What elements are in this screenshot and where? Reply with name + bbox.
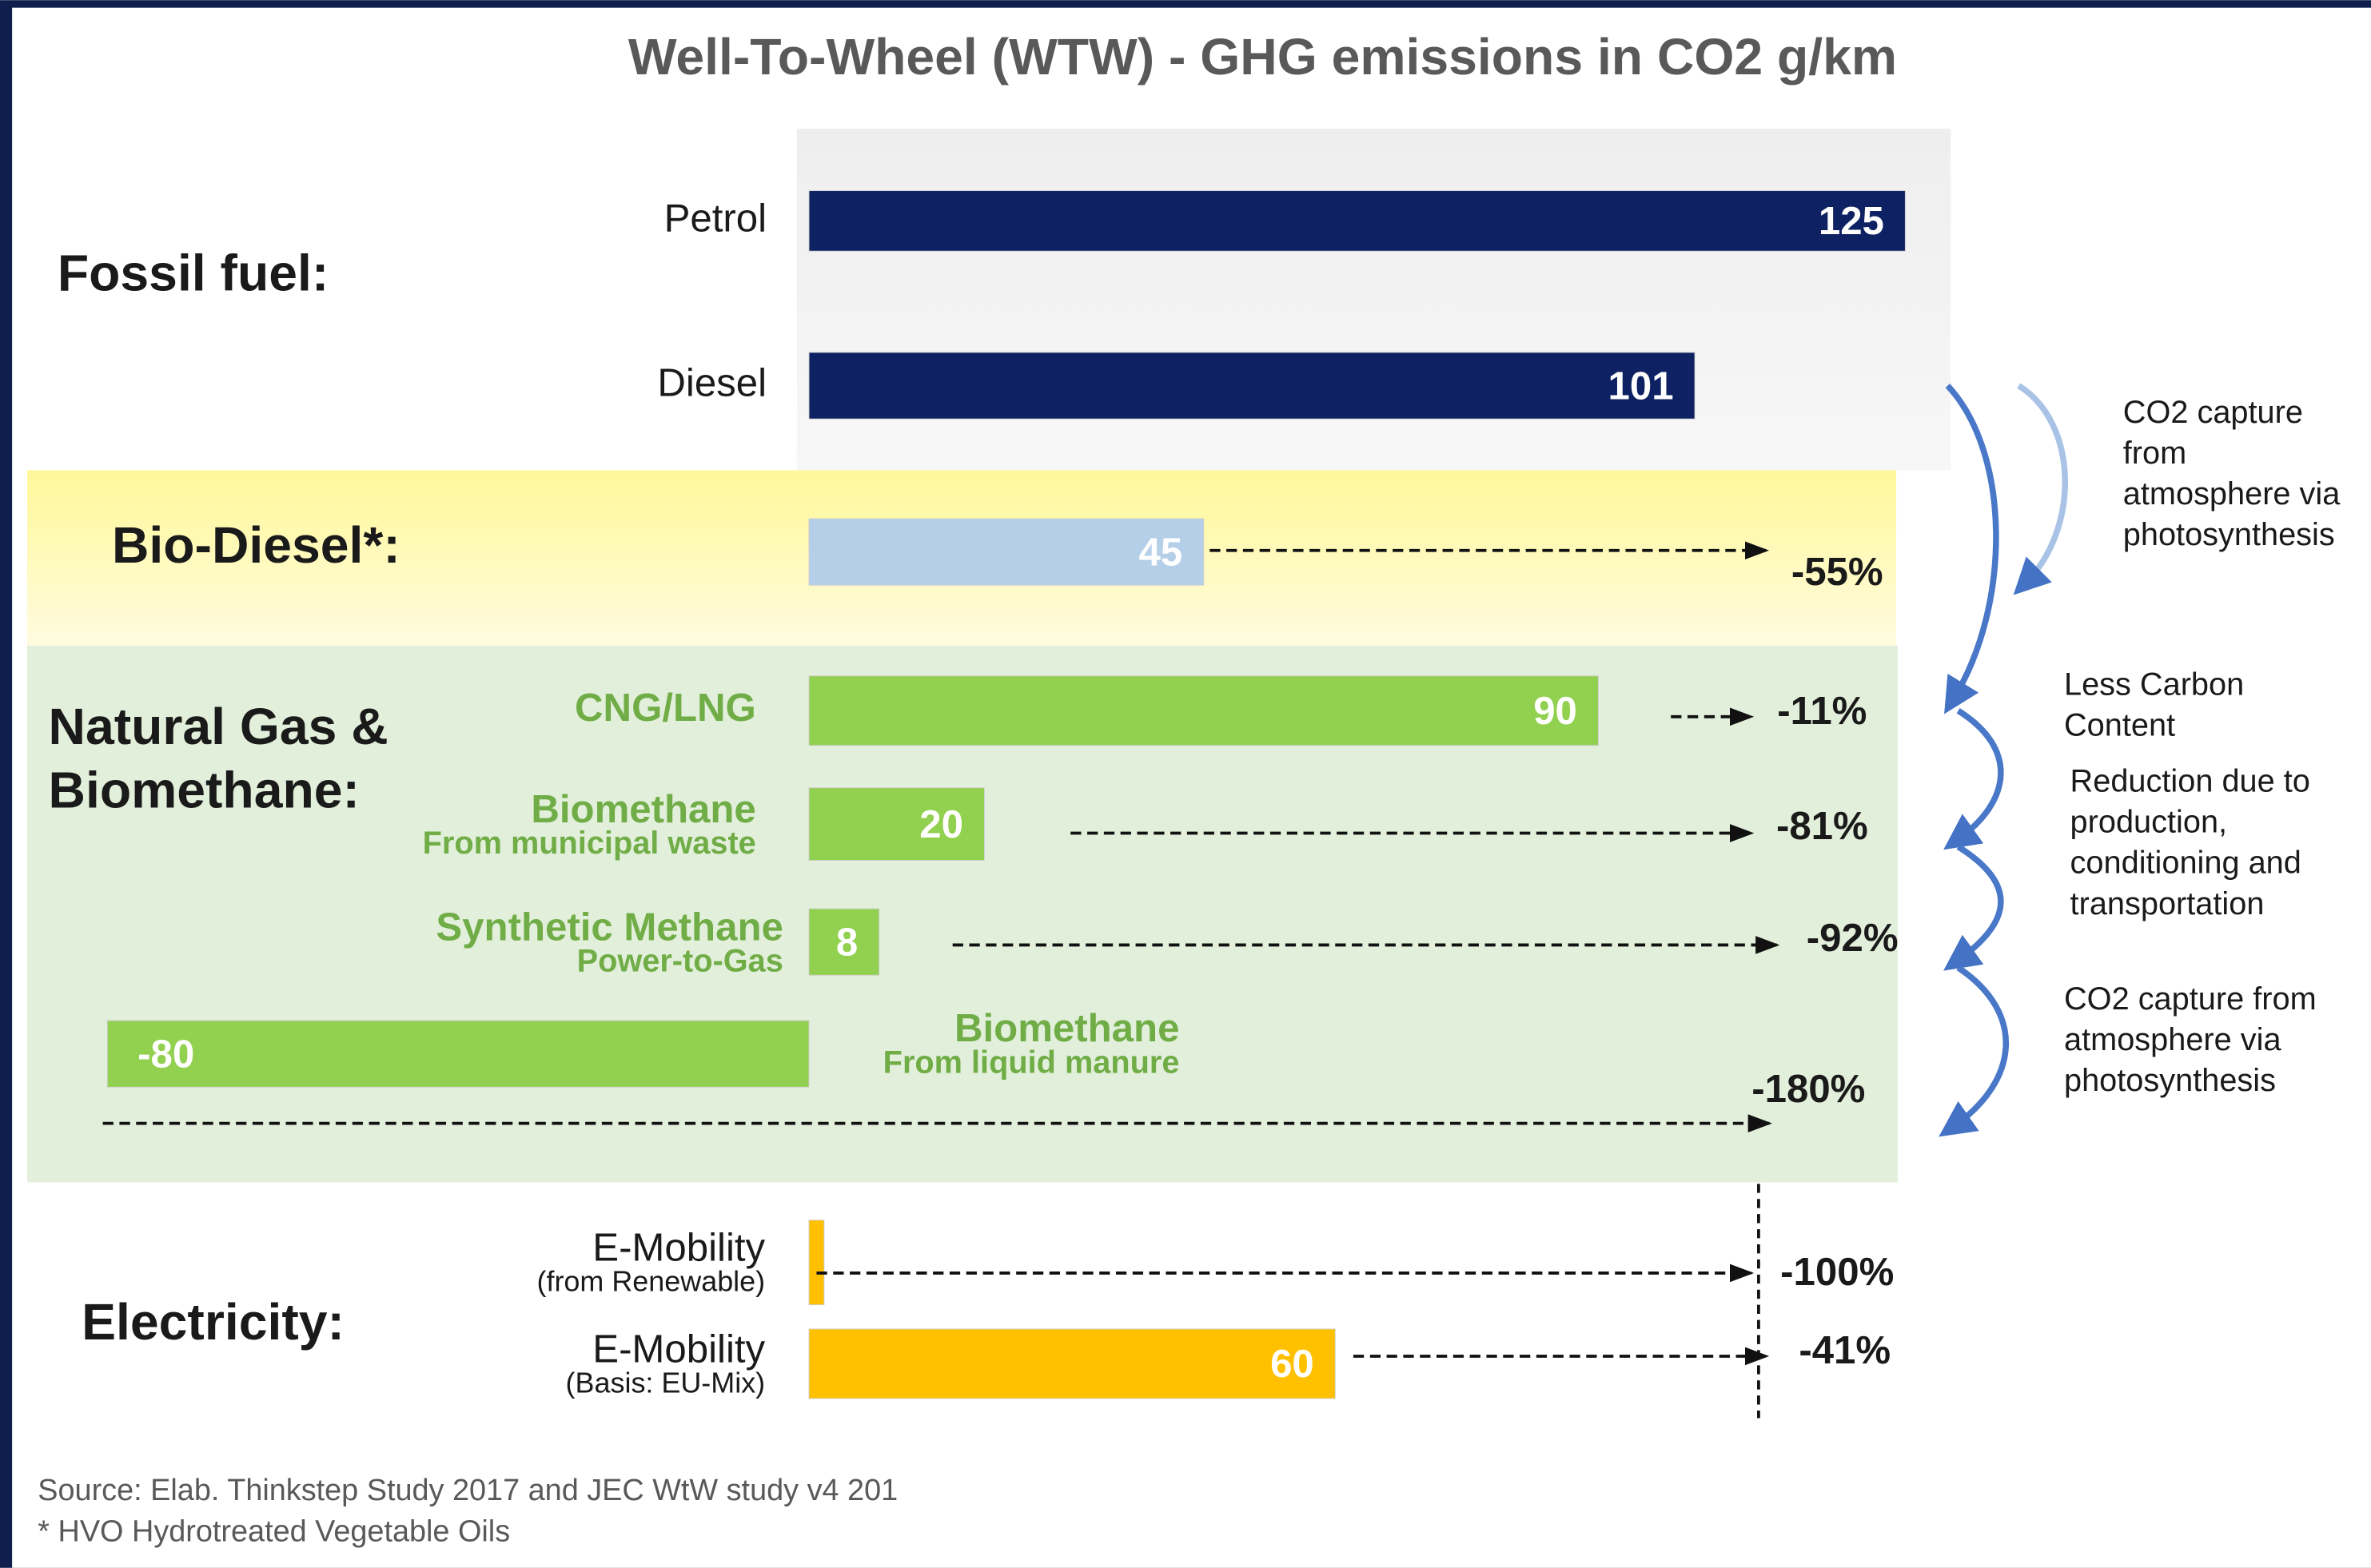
bar [808, 518, 1205, 586]
value-label: 125 [1819, 199, 1884, 243]
bar [808, 190, 1906, 252]
category-sublabel: Power-to-Gas [577, 944, 783, 979]
category-label: Synthetic Methane [436, 905, 783, 949]
annotation: from [2123, 436, 2186, 471]
annotation: production, [2070, 805, 2228, 840]
arrow [1944, 383, 1999, 714]
category-sublabel: (from Renewable) [537, 1265, 766, 1298]
bar [808, 787, 985, 861]
arrow [2013, 383, 2068, 595]
value-label: 60 [1270, 1342, 1314, 1386]
category-label: Biomethane [531, 787, 755, 831]
annotation: Less Carbon [2064, 667, 2244, 702]
bar [808, 908, 880, 976]
reduction-label: -100% [1780, 1250, 1894, 1294]
value-label: 45 [1139, 530, 1183, 574]
category-label: E-Mobility [592, 1327, 765, 1371]
reduction-label: -41% [1799, 1328, 1891, 1372]
category-label: Petrol [664, 196, 767, 240]
source-note: Source: Elab. Thinkstep Study 2017 and J… [38, 1474, 898, 1507]
curly-arrows [1939, 383, 2068, 1137]
group-label: Bio-Diesel*: [112, 516, 400, 574]
reduction-label: -11% [1777, 689, 1867, 733]
reduction-label: -180% [1751, 1067, 1865, 1111]
arrow [1939, 965, 2010, 1137]
category-label: E-Mobility [592, 1226, 765, 1270]
category-sublabel: (Basis: EU-Mix) [566, 1366, 766, 1399]
group-label: Fossil fuel: [58, 244, 329, 301]
footnote: * HVO Hydrotreated Vegetable Oils [38, 1514, 510, 1548]
annotation: transportation [2070, 886, 2265, 921]
bar [808, 675, 1599, 746]
group-label: Natural Gas & [49, 698, 389, 755]
value-label: 101 [1608, 364, 1674, 408]
reduction-label: -55% [1791, 550, 1883, 594]
group-label: Electricity: [82, 1293, 345, 1351]
category-sublabel: From municipal waste [423, 826, 756, 861]
category-label: Biomethane [954, 1006, 1179, 1050]
reduction-label: -81% [1776, 804, 1868, 848]
category-sublabel: From liquid manure [883, 1045, 1180, 1080]
arrow [1943, 708, 2004, 850]
value-label: 90 [1533, 689, 1577, 733]
group-label: Biomethane: [49, 761, 360, 818]
chart-title: Well-To-Wheel (WTW) - GHG emissions in C… [628, 28, 1897, 86]
value-label: 8 [836, 920, 858, 964]
arrow [1943, 844, 2004, 971]
annotation: Content [2064, 708, 2175, 743]
value-label: 0 [781, 1240, 803, 1284]
reduction-label: -92% [1807, 916, 1899, 960]
category-label: Diesel [657, 361, 767, 405]
annotation: photosynthesis [2064, 1063, 2276, 1098]
value-label: -80 [137, 1032, 194, 1076]
bar [808, 1220, 825, 1306]
annotation: CO2 capture from [2064, 981, 2317, 1017]
annotation: photosynthesis [2123, 517, 2335, 552]
bar [808, 352, 1696, 420]
category-label: CNG/LNG [575, 686, 756, 730]
bar [808, 1328, 1336, 1399]
annotation: CO2 capture [2123, 395, 2303, 430]
annotation: atmosphere via [2064, 1022, 2281, 1057]
annotation: conditioning and [2070, 846, 2301, 881]
annotation: Reduction due to [2070, 764, 2310, 799]
bar [106, 1020, 810, 1088]
annotation: atmosphere via [2123, 476, 2341, 511]
value-label: 20 [919, 802, 963, 846]
